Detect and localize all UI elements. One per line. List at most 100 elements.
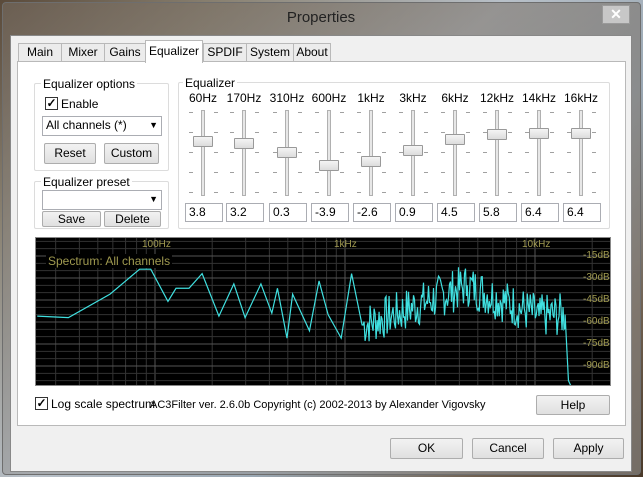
slider-tick bbox=[550, 172, 554, 173]
slider-tick bbox=[340, 152, 344, 153]
apply-button[interactable]: Apply bbox=[553, 438, 624, 459]
band-value-input[interactable]: 4.5 bbox=[437, 203, 475, 222]
band-slider-track[interactable] bbox=[495, 110, 499, 196]
db-label: -15dB bbox=[583, 250, 610, 261]
cancel-button[interactable]: Cancel bbox=[472, 438, 544, 459]
slider-tick bbox=[567, 112, 571, 113]
band-slider-track[interactable] bbox=[242, 110, 246, 196]
band-slider-thumb[interactable] bbox=[445, 133, 465, 145]
enable-checkbox[interactable]: ✓ bbox=[45, 96, 58, 110]
band-value-input[interactable]: 3.2 bbox=[226, 203, 264, 222]
band-value-input[interactable]: 6.4 bbox=[521, 203, 559, 222]
equalizer-group bbox=[178, 82, 610, 229]
slider-tick bbox=[399, 152, 403, 153]
log-scale-label: Log scale spectrum bbox=[51, 397, 156, 411]
band-slider-track[interactable] bbox=[579, 110, 583, 196]
slider-tick bbox=[382, 152, 386, 153]
band-slider-track[interactable] bbox=[327, 110, 331, 196]
slider-tick bbox=[466, 112, 470, 113]
slider-tick bbox=[483, 152, 487, 153]
slider-tick bbox=[466, 152, 470, 153]
slider-tick bbox=[399, 112, 403, 113]
band-value-input[interactable]: 3.8 bbox=[185, 203, 223, 222]
band-value-input[interactable]: -3.9 bbox=[311, 203, 349, 222]
band-label: 310Hz bbox=[269, 91, 305, 105]
slider-tick bbox=[230, 112, 234, 113]
band-slider-track[interactable] bbox=[369, 110, 373, 196]
slider-tick bbox=[189, 172, 193, 173]
slider-tick bbox=[550, 192, 554, 193]
slider-tick bbox=[508, 152, 512, 153]
band-slider-track[interactable] bbox=[453, 110, 457, 196]
slider-tick bbox=[214, 192, 218, 193]
slider-tick bbox=[255, 132, 259, 133]
slider-tick bbox=[382, 192, 386, 193]
band-value-input[interactable]: -2.6 bbox=[353, 203, 391, 222]
spectrum-display: Spectrum: All channels 100Hz 1kHz 10kHz … bbox=[35, 237, 611, 386]
band-slider-track[interactable] bbox=[201, 110, 205, 196]
chevron-down-icon: ▼ bbox=[149, 120, 158, 130]
slider-tick bbox=[357, 132, 361, 133]
band-slider-thumb[interactable] bbox=[234, 137, 254, 149]
slider-tick bbox=[273, 172, 277, 173]
slider-tick bbox=[214, 112, 218, 113]
slider-tick bbox=[214, 152, 218, 153]
slider-tick bbox=[441, 192, 445, 193]
tab-mixer[interactable]: Mixer bbox=[61, 43, 105, 62]
slider-tick bbox=[567, 132, 571, 133]
band-slider-thumb[interactable] bbox=[403, 145, 423, 157]
slider-tick bbox=[357, 112, 361, 113]
slider-tick bbox=[315, 132, 319, 133]
slider-tick bbox=[315, 192, 319, 193]
preset-combobox[interactable]: ▼ bbox=[42, 190, 162, 210]
slider-tick bbox=[214, 132, 218, 133]
save-button[interactable]: Save bbox=[42, 211, 101, 227]
slider-tick bbox=[230, 192, 234, 193]
band-slider-thumb[interactable] bbox=[193, 135, 213, 147]
band-slider-thumb[interactable] bbox=[529, 127, 549, 139]
band-value-input[interactable]: 0.9 bbox=[395, 203, 433, 222]
slider-tick bbox=[550, 112, 554, 113]
band-slider-track[interactable] bbox=[537, 110, 541, 196]
ok-button[interactable]: OK bbox=[390, 438, 463, 459]
band-label: 170Hz bbox=[226, 91, 262, 105]
slider-tick bbox=[357, 172, 361, 173]
channels-select[interactable]: All channels (*) ▼ bbox=[42, 116, 162, 136]
band-slider-thumb[interactable] bbox=[277, 147, 297, 159]
band-value-input[interactable]: 5.8 bbox=[479, 203, 517, 222]
db-label: -45dB bbox=[583, 294, 610, 305]
band-slider-thumb[interactable] bbox=[571, 127, 591, 139]
band-value-input[interactable]: 0.3 bbox=[269, 203, 307, 222]
log-scale-checkbox[interactable]: ✓ bbox=[35, 396, 48, 410]
slider-tick bbox=[273, 152, 277, 153]
band-slider-thumb[interactable] bbox=[487, 129, 507, 141]
slider-tick bbox=[357, 192, 361, 193]
tab-equalizer[interactable]: Equalizer bbox=[145, 40, 203, 63]
reset-button[interactable]: Reset bbox=[44, 143, 96, 164]
delete-button[interactable]: Delete bbox=[104, 211, 161, 227]
band-slider-thumb[interactable] bbox=[319, 160, 339, 172]
spectrum-line bbox=[37, 267, 572, 385]
slider-tick bbox=[424, 172, 428, 173]
slider-tick bbox=[298, 112, 302, 113]
slider-tick bbox=[230, 152, 234, 153]
tab-gains[interactable]: Gains bbox=[104, 43, 146, 62]
slider-tick bbox=[273, 112, 277, 113]
custom-button[interactable]: Custom bbox=[104, 143, 159, 164]
slider-tick bbox=[399, 172, 403, 173]
tab-about[interactable]: About bbox=[293, 43, 331, 62]
close-icon[interactable]: ✕ bbox=[602, 5, 630, 24]
db-label: -60dB bbox=[583, 316, 610, 327]
slider-tick bbox=[340, 192, 344, 193]
spectrum-plot bbox=[36, 238, 610, 385]
tab-main[interactable]: Main bbox=[18, 43, 62, 62]
tab-system[interactable]: System bbox=[246, 43, 294, 62]
slider-tick bbox=[508, 172, 512, 173]
band-value-input[interactable]: 6.4 bbox=[563, 203, 601, 222]
slider-tick bbox=[466, 172, 470, 173]
help-button[interactable]: Help bbox=[536, 395, 610, 415]
slider-tick bbox=[567, 152, 571, 153]
slider-tick bbox=[298, 172, 302, 173]
band-slider-thumb[interactable] bbox=[361, 156, 381, 168]
tab-spdif[interactable]: SPDIF bbox=[203, 43, 247, 62]
